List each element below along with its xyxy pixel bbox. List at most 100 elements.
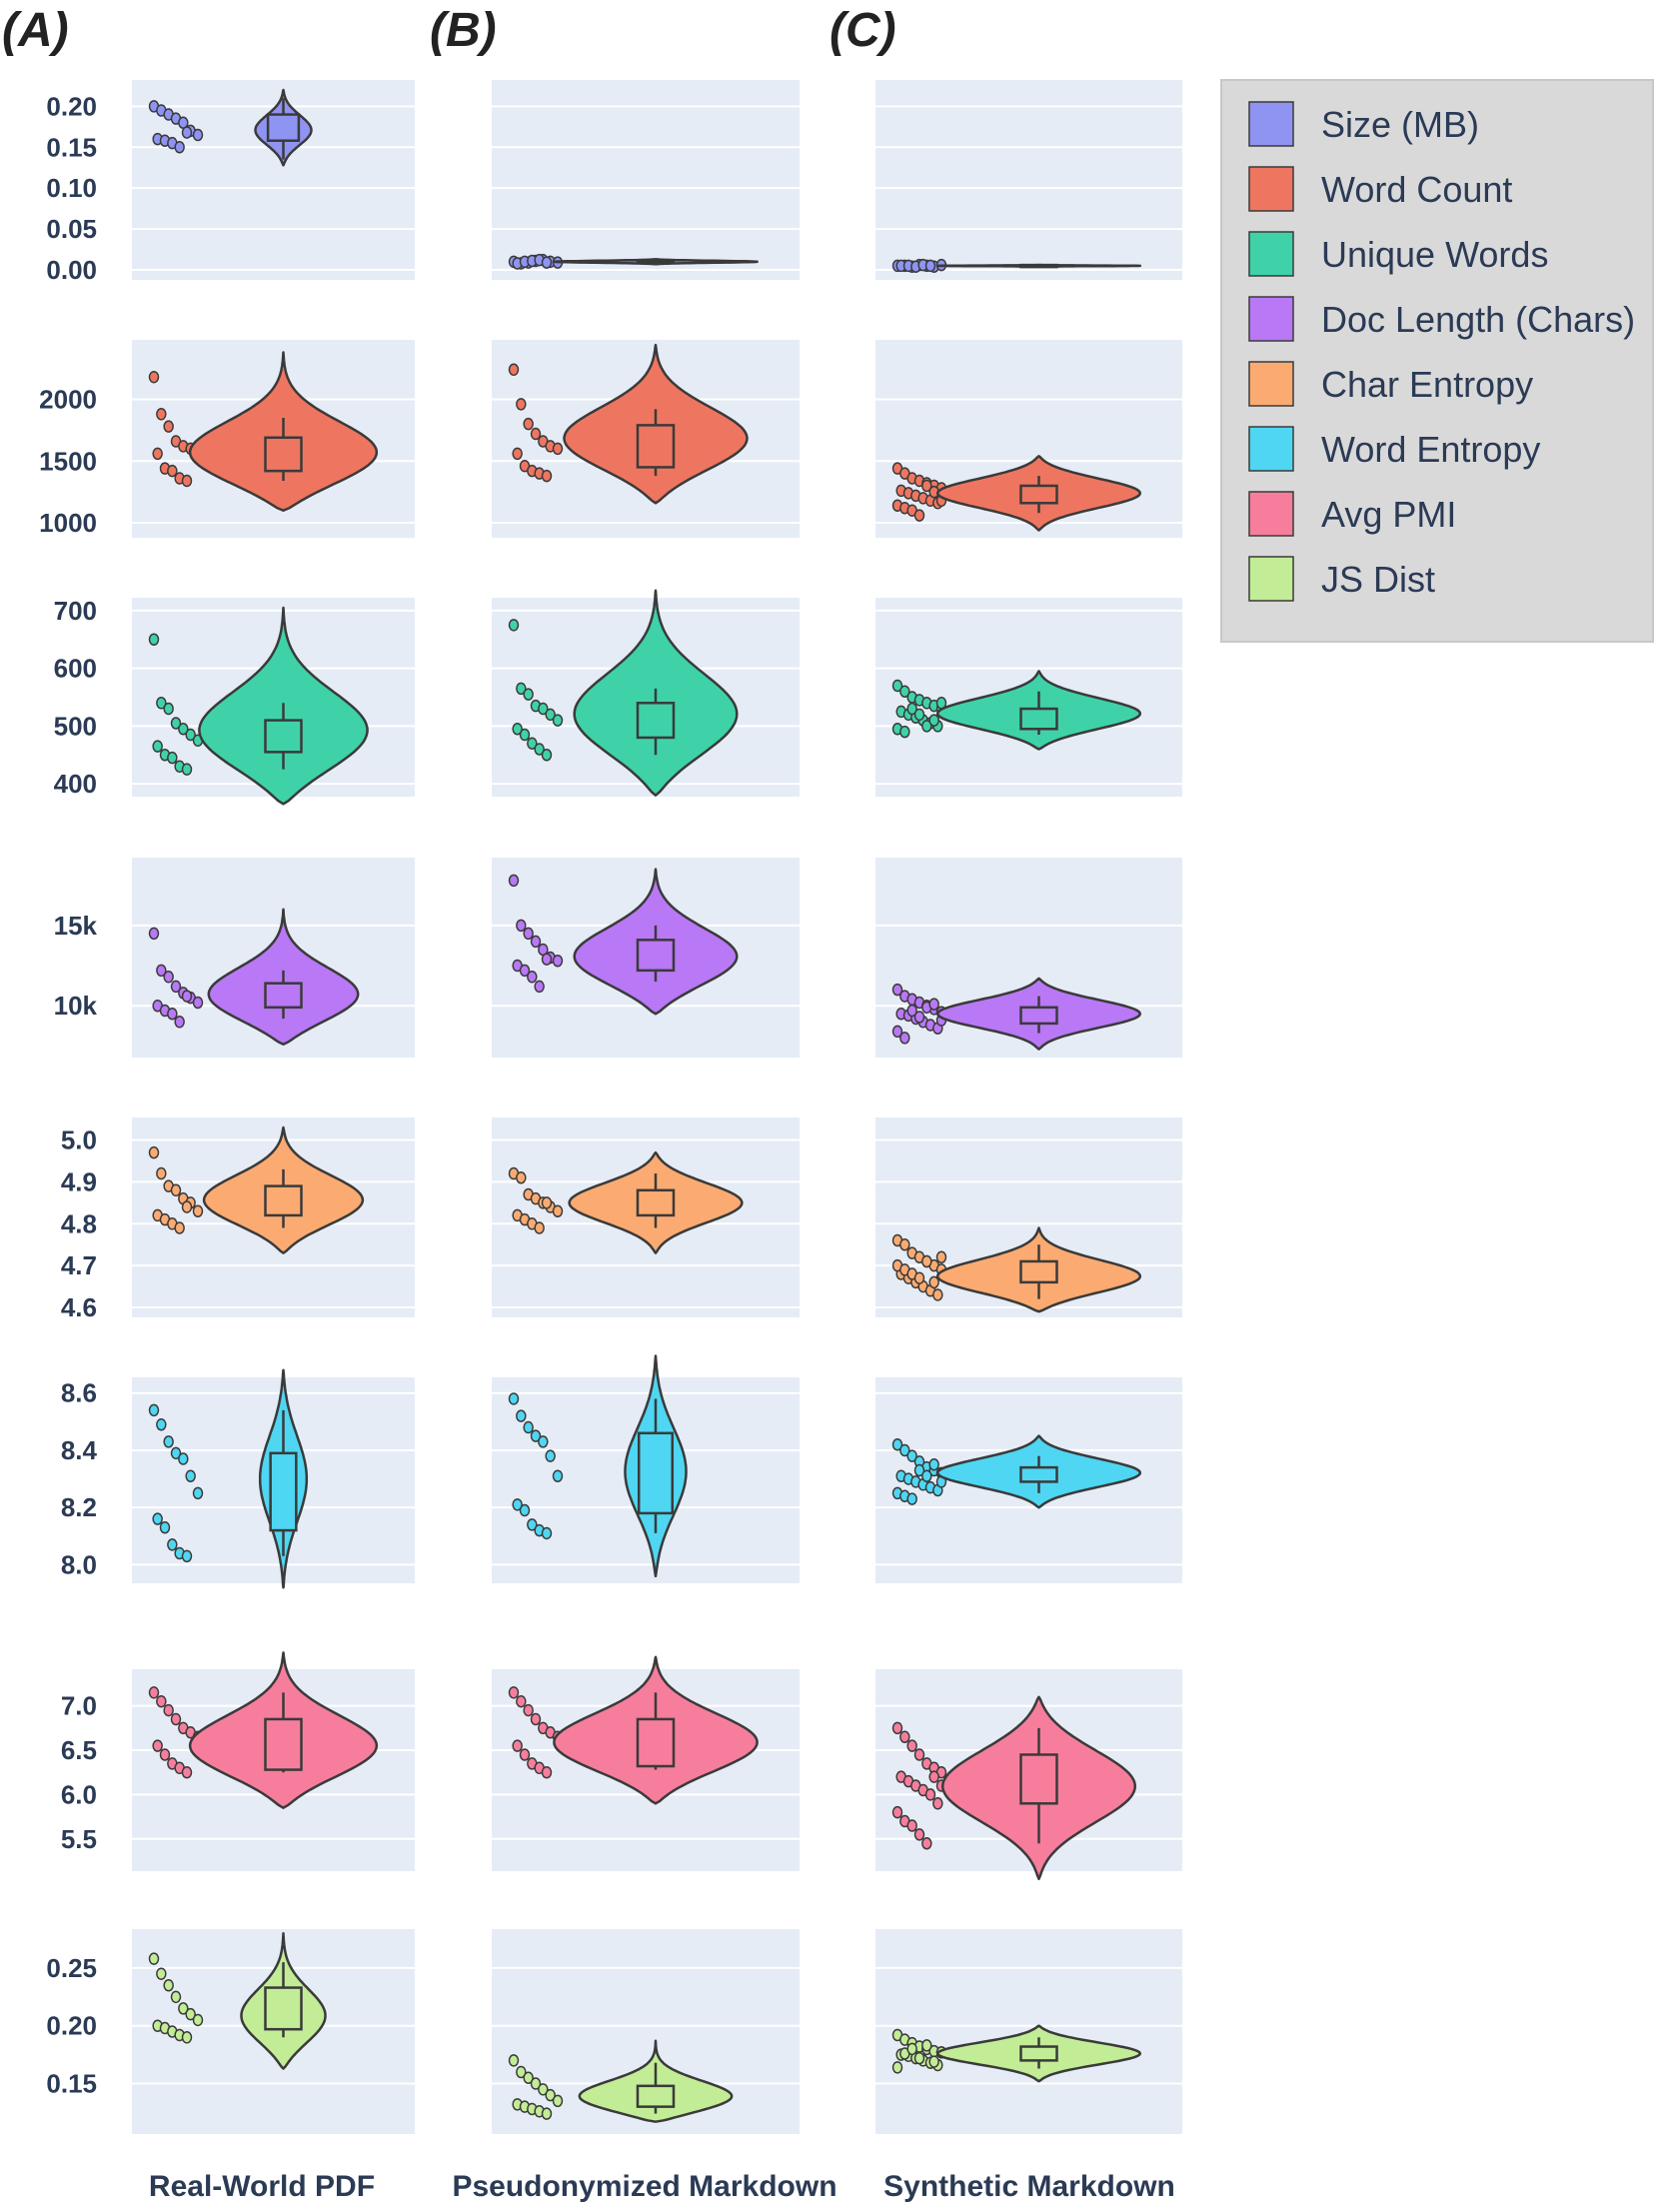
- strip-point: [932, 1797, 943, 1810]
- strip-point: [170, 1446, 182, 1460]
- strip-point: [174, 1221, 185, 1234]
- y-tick-label-unique-words: 700: [54, 596, 97, 626]
- y-tick-label-char-entropy: 5.0: [61, 1125, 97, 1155]
- legend-swatch-word-count: [1248, 166, 1294, 212]
- legend-label-size-mb: Size (MB): [1321, 104, 1479, 145]
- strip-point: [538, 2083, 549, 2096]
- strip-point: [899, 1032, 910, 1045]
- strip-point: [152, 740, 163, 753]
- strip-point: [167, 1538, 178, 1551]
- strip-point: [148, 1145, 160, 1159]
- strip-point: [523, 2071, 534, 2084]
- strip-point: [899, 725, 910, 739]
- column-label-real-world-pdf: Real-World PDF: [149, 2170, 375, 2203]
- strip-point: [174, 141, 185, 154]
- strip-point: [508, 2054, 520, 2067]
- strip-point: [906, 1819, 917, 1832]
- strip-point: [928, 2055, 939, 2068]
- legend-label-js-dist: JS Dist: [1321, 559, 1435, 600]
- box-iqr: [264, 982, 303, 1010]
- strip-point: [192, 996, 204, 1010]
- strip-point: [527, 1518, 538, 1531]
- strip-point: [921, 1254, 932, 1268]
- strip-point: [523, 1703, 534, 1717]
- strip-point: [538, 702, 549, 716]
- box-iqr: [266, 113, 301, 142]
- strip-point: [181, 990, 193, 1003]
- strip-point: [181, 474, 193, 488]
- strip-point: [932, 1288, 943, 1301]
- strip-point: [148, 633, 160, 647]
- strip-point: [156, 1417, 167, 1431]
- strip-point: [541, 953, 553, 966]
- legend-swatch-char-entropy: [1248, 361, 1294, 407]
- subplot-doc-length-chars-col3: [875, 858, 1182, 1058]
- box-iqr: [636, 2084, 676, 2108]
- strip-point: [545, 2088, 556, 2102]
- subplot-js-dist-col3: [875, 1929, 1182, 2134]
- strip-point: [516, 1694, 527, 1708]
- strip-point: [906, 1739, 917, 1752]
- y-tick-label-avg-pmi: 6.5: [61, 1735, 97, 1765]
- box-iqr: [636, 702, 676, 740]
- y-tick-label-js-dist: 0.25: [46, 1953, 97, 1983]
- strip-point: [170, 1712, 182, 1726]
- strip-point: [512, 1739, 523, 1752]
- y-tick-label-char-entropy: 4.8: [61, 1208, 97, 1238]
- subplot-char-entropy-col1: [132, 1117, 415, 1317]
- strip-point: [516, 2065, 527, 2079]
- y-tick-label-char-entropy: 4.9: [61, 1166, 97, 1196]
- strip-point: [181, 763, 193, 776]
- y-tick-label-js-dist: 0.15: [46, 2069, 97, 2099]
- strip-point: [523, 927, 534, 941]
- strip-point: [163, 971, 174, 984]
- strip-point: [167, 1008, 178, 1021]
- strip-point: [906, 1492, 917, 1505]
- strip-point: [152, 1739, 163, 1752]
- strip-point: [527, 737, 538, 750]
- strip-point: [516, 919, 527, 933]
- box-iqr: [636, 259, 676, 265]
- subplot-word-entropy-col1: [132, 1368, 415, 1589]
- strip-point: [185, 1469, 196, 1482]
- y-tick-label-avg-pmi: 7.0: [61, 1691, 97, 1721]
- strip-point: [148, 927, 160, 941]
- strip-point: [163, 1435, 174, 1448]
- strip-point: [534, 980, 545, 994]
- strip-point: [192, 128, 204, 142]
- strip-point: [924, 259, 936, 273]
- strip-point: [156, 1967, 167, 1980]
- strip-point: [899, 685, 910, 698]
- strip-point: [167, 751, 178, 765]
- strip-point: [906, 2042, 917, 2056]
- strip-point: [928, 1770, 939, 1783]
- strip-point: [924, 1788, 936, 1801]
- strip-point: [508, 1686, 520, 1699]
- strip-point: [185, 728, 196, 742]
- box-iqr: [636, 939, 676, 973]
- strip-point: [516, 398, 527, 411]
- strip-point: [541, 748, 553, 762]
- box-iqr: [1019, 1753, 1058, 1805]
- subplot-char-entropy-col2: [492, 1117, 800, 1317]
- box-iqr: [1019, 707, 1058, 731]
- legend-label-word-entropy: Word Entropy: [1321, 429, 1540, 470]
- y-tick-label-size-mb: 0.05: [46, 214, 97, 244]
- y-tick-label-size-mb: 0.00: [46, 255, 97, 285]
- strip-point: [178, 1452, 189, 1465]
- strip-point: [508, 619, 520, 632]
- strip-point: [530, 2077, 542, 2090]
- strip-point: [192, 2013, 204, 2027]
- box-iqr: [637, 1431, 675, 1515]
- strip-point: [928, 1275, 939, 1289]
- strip-point: [928, 1458, 939, 1471]
- strip-point: [163, 702, 174, 716]
- strip-point: [170, 1183, 182, 1197]
- y-tick-label-avg-pmi: 5.5: [61, 1824, 97, 1854]
- strip-point: [913, 1748, 925, 1761]
- subplot-word-count-col3: [875, 340, 1182, 538]
- y-tick-label-doc-length-chars: 10k: [54, 991, 98, 1021]
- strip-point: [928, 998, 939, 1011]
- strip-point: [534, 743, 545, 756]
